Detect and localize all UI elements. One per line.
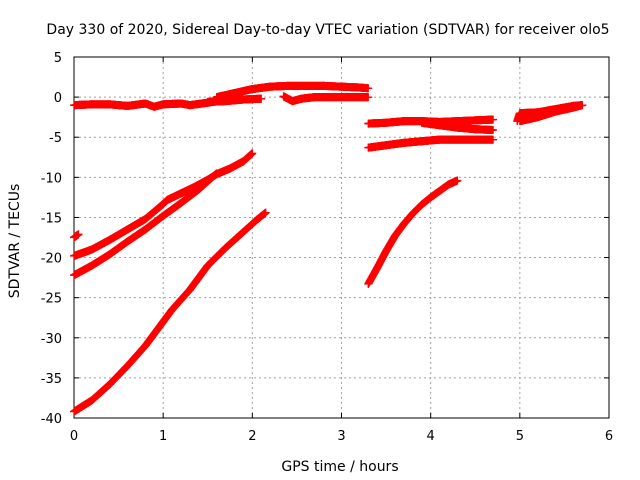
data-series-10	[417, 118, 498, 135]
y-tick-label: -20	[41, 252, 62, 267]
data-series-14	[515, 101, 587, 126]
x-tick-label: 3	[337, 429, 345, 444]
y-tick-label: -10	[41, 171, 62, 186]
data-point	[257, 94, 266, 103]
data-point	[489, 126, 498, 135]
axis-ticks: 0 1 2 3 4 5 6 5 0 -5 -10 -15 -20 -25 -30 -35 -40	[41, 51, 613, 444]
data-point	[248, 149, 257, 158]
data-series-12	[364, 176, 462, 289]
x-axis-label: GPS time / hours	[281, 459, 398, 475]
y-tick-label: -40	[41, 412, 62, 427]
data-point	[261, 208, 270, 217]
y-tick-label: -5	[49, 131, 62, 146]
data-point	[489, 135, 498, 144]
x-tick-label: 6	[605, 429, 613, 444]
data-series-1	[70, 97, 221, 111]
grid-lines	[74, 57, 609, 418]
data-series-5	[70, 208, 270, 416]
data-point	[489, 115, 498, 124]
data-series-8	[279, 92, 373, 106]
y-tick-label: -25	[41, 292, 62, 307]
y-tick-label: -30	[41, 332, 62, 347]
data-point	[578, 101, 587, 110]
y-tick-label: -15	[41, 211, 62, 226]
data-point	[212, 169, 221, 178]
data-series-7	[203, 94, 266, 106]
data-point	[364, 93, 373, 102]
x-tick-label: 0	[70, 429, 78, 444]
x-tick-label: 5	[516, 429, 524, 444]
data-series-2	[70, 230, 83, 242]
data-series-3	[70, 149, 257, 260]
chart-title: Day 330 of 2020, Sidereal Day-to-day VTE…	[46, 22, 609, 38]
y-tick-label: -35	[41, 372, 62, 387]
data-series-6	[212, 81, 373, 102]
y-tick-label: 0	[54, 91, 62, 106]
y-tick-label: 5	[54, 51, 62, 66]
data-point	[74, 230, 83, 239]
x-tick-label: 4	[427, 429, 435, 444]
data-point	[453, 176, 462, 185]
x-tick-label: 1	[159, 429, 167, 444]
data-series-11	[364, 135, 498, 152]
data-series	[70, 81, 587, 416]
y-axis-label: SDTVAR / TECUs	[7, 184, 23, 299]
x-tick-label: 2	[248, 429, 256, 444]
data-series-4	[70, 169, 221, 280]
data-point	[364, 84, 373, 93]
